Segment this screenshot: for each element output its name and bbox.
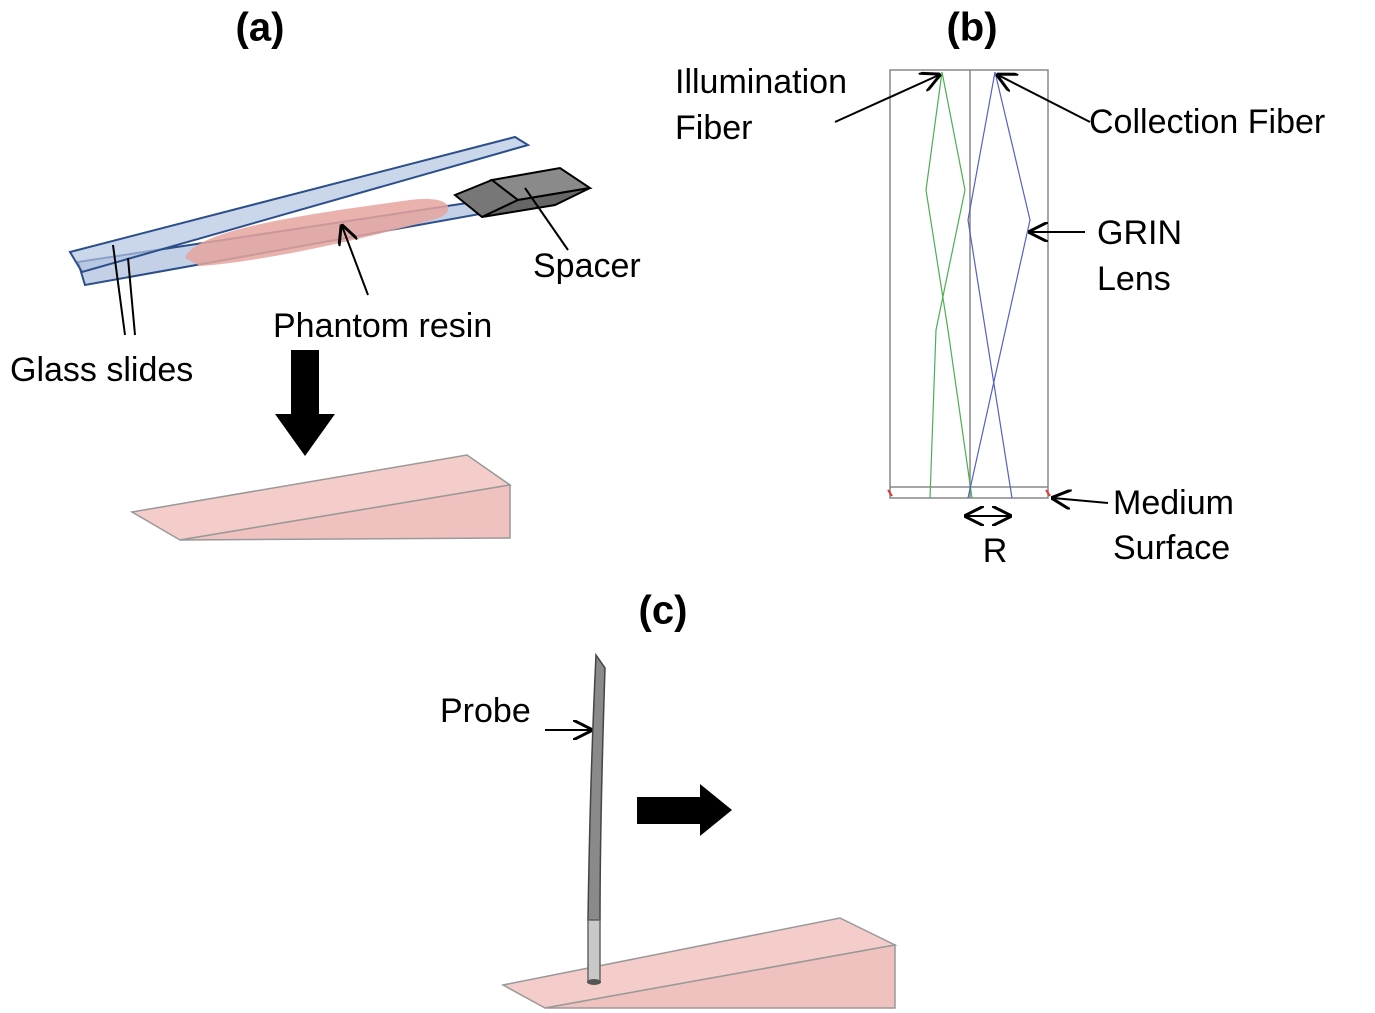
down-arrow: [291, 350, 319, 416]
panel-label: (a): [236, 6, 285, 50]
probe-label: Probe: [440, 692, 531, 730]
ray: [926, 72, 972, 498]
probe-tip: [588, 920, 600, 982]
grin-label: Lens: [1097, 260, 1171, 298]
illumination-label: Illumination: [675, 63, 847, 101]
spacer-label: Spacer: [533, 247, 641, 285]
ray: [930, 72, 965, 498]
probe-hole: [587, 979, 601, 985]
panel-b: (b) Illumination Fiber Collection Fiber …: [675, 6, 1325, 570]
pointer-arrow: [835, 75, 939, 122]
panel-label: (c): [639, 589, 688, 633]
grin-lens: [890, 70, 1048, 498]
phantom-resin-label: Phantom resin: [273, 307, 492, 345]
ray: [968, 72, 1012, 498]
figure: (a) Glass slides Phantom resin Spacer (b…: [0, 0, 1375, 1013]
medium-label: Medium: [1113, 484, 1234, 522]
ray: [968, 72, 1030, 498]
pointer-arrow: [998, 75, 1090, 122]
right-arrow: [700, 784, 732, 836]
panel-a: (a) Glass slides Phantom resin Spacer: [10, 6, 641, 540]
r-label: R: [983, 532, 1008, 570]
collection-label: Collection Fiber: [1089, 103, 1325, 141]
glass-slides-label: Glass slides: [10, 351, 193, 389]
down-arrow: [275, 414, 335, 456]
pointer-arrow: [1053, 498, 1108, 503]
probe: [588, 655, 605, 920]
grin-label: GRIN: [1097, 214, 1182, 252]
panel-label: (b): [946, 6, 997, 50]
right-arrow: [637, 797, 701, 824]
panel-c: (c) Probe: [440, 589, 895, 1008]
illumination-label: Fiber: [675, 109, 752, 147]
medium-label: Surface: [1113, 529, 1230, 567]
